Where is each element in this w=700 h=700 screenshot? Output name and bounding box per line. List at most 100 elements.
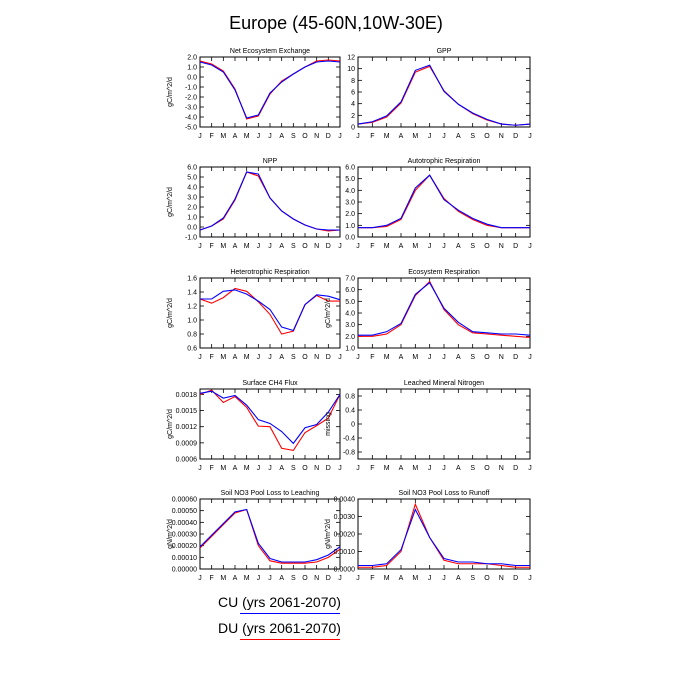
y-axis-label: gC/m^2/d xyxy=(167,187,174,217)
x-tick-label: A xyxy=(279,465,284,472)
x-tick-label: M xyxy=(244,133,250,140)
x-tick-label: J xyxy=(338,133,342,140)
legend-du: DU (yrs 2061-2070) xyxy=(218,620,341,640)
y-tick-label: 1.0 xyxy=(345,346,355,353)
panel-title: Ecosystem Respiration xyxy=(408,269,480,276)
x-tick-label: J xyxy=(257,354,261,361)
x-tick-label: J xyxy=(268,243,272,250)
legend-cu-line xyxy=(240,613,340,614)
x-tick-label: J xyxy=(442,354,446,361)
x-tick-label: A xyxy=(279,575,284,582)
x-tick-label: J xyxy=(428,243,432,250)
panel-1: Net Ecosystem Exchange gC/m^2/d 2.0 1.0 0.0 -… xyxy=(167,48,342,140)
y-tick-label: 0.00020 xyxy=(172,543,197,550)
y-tick-label: -4.0 xyxy=(185,115,197,122)
x-tick-label: S xyxy=(470,465,475,472)
x-tick-label: J xyxy=(338,575,342,582)
x-tick-label: S xyxy=(291,133,296,140)
x-tick-label: A xyxy=(399,133,404,140)
x-tick-label: J xyxy=(528,133,532,140)
panel-title: Soil NO3 Pool Loss to Runoff xyxy=(399,490,490,497)
y-axis-label: gC/m^2/d xyxy=(325,298,332,328)
y-tick-label: 0.0018 xyxy=(176,392,198,399)
series-line-cu xyxy=(199,60,341,119)
x-tick-label: M xyxy=(384,354,390,361)
x-tick-label: D xyxy=(326,575,331,582)
x-tick-label: J xyxy=(356,354,360,361)
x-tick-label: F xyxy=(370,575,374,582)
y-tick-label: 12 xyxy=(347,55,355,62)
series-line-du xyxy=(358,174,530,229)
x-tick-label: M xyxy=(220,133,226,140)
x-tick-label: S xyxy=(470,575,475,582)
y-tick-label: 0.0030 xyxy=(334,514,356,521)
y-axis-label: gC/m^2/d xyxy=(167,409,174,439)
y-tick-label: 6.0 xyxy=(345,165,355,172)
legend-cu: CU (yrs 2061-2070) xyxy=(218,594,341,614)
x-tick-label: J xyxy=(428,354,432,361)
x-tick-label: A xyxy=(456,465,461,472)
x-tick-label: N xyxy=(314,133,319,140)
legend-cu-label: CU (yrs 2061-2070) xyxy=(218,594,341,610)
x-tick-label: J xyxy=(528,575,532,582)
x-tick-label: M xyxy=(220,354,226,361)
x-tick-label: J xyxy=(356,243,360,250)
y-tick-label: 0.8 xyxy=(345,394,355,401)
y-axis-label: gC/m^2/d xyxy=(167,77,174,107)
y-tick-label: 3.0 xyxy=(345,200,355,207)
plot-frame xyxy=(357,277,531,349)
x-tick-label: M xyxy=(244,575,250,582)
series-line-du xyxy=(199,59,341,120)
x-tick-label: O xyxy=(302,133,308,140)
panel-title: GPP xyxy=(437,48,452,55)
y-tick-label: 0.0000 xyxy=(334,567,356,574)
series-line-du xyxy=(199,508,341,564)
y-tick-label: 0.00040 xyxy=(172,520,197,527)
panel-title: Heterotrophic Respiration xyxy=(230,269,309,276)
y-tick-label: 0.6 xyxy=(187,346,197,353)
y-tick-label: -1.0 xyxy=(185,235,197,242)
x-tick-label: S xyxy=(470,243,475,250)
x-tick-label: D xyxy=(513,133,518,140)
x-tick-label: O xyxy=(484,133,490,140)
panel-title: Autotrophic Respiration xyxy=(408,158,481,165)
x-tick-label: S xyxy=(470,354,475,361)
x-tick-label: J xyxy=(356,465,360,472)
x-tick-label: A xyxy=(233,354,238,361)
chart-panels: Net Ecosystem Exchange gC/m^2/d 2.0 1.0 0.0 -… xyxy=(167,48,532,582)
y-tick-label: 0.0010 xyxy=(334,549,356,556)
x-tick-label: M xyxy=(412,354,418,361)
x-tick-label: M xyxy=(384,133,390,140)
x-tick-label: D xyxy=(513,354,518,361)
y-tick-label: 1.0 xyxy=(187,215,197,222)
x-tick-label: J xyxy=(338,243,342,250)
x-tick-label: M xyxy=(412,243,418,250)
y-tick-label: 6.0 xyxy=(345,287,355,294)
x-tick-label: D xyxy=(513,465,518,472)
x-tick-label: F xyxy=(210,243,214,250)
x-tick-label: N xyxy=(499,243,504,250)
legend-du-line xyxy=(240,639,340,640)
panel-title: NPP xyxy=(263,158,278,165)
panel-title: Soil NO3 Pool Loss to Leaching xyxy=(221,490,320,497)
x-tick-label: J xyxy=(198,575,202,582)
series-line-cu xyxy=(200,289,341,332)
x-tick-label: A xyxy=(279,243,284,250)
legend-du-label: DU (yrs 2061-2070) xyxy=(218,620,341,636)
x-tick-label: S xyxy=(470,133,475,140)
series-line-cu xyxy=(358,508,530,567)
series-line-cu xyxy=(199,508,341,563)
y-tick-label: 3.0 xyxy=(345,322,355,329)
y-tick-label: -0.8 xyxy=(343,450,355,457)
x-tick-label: O xyxy=(484,243,490,250)
y-tick-label: 0.0020 xyxy=(334,532,356,539)
x-tick-label: A xyxy=(279,133,284,140)
x-tick-label: F xyxy=(370,465,374,472)
panel-title: Surface CH4 Flux xyxy=(242,380,298,387)
series-line-cu xyxy=(199,171,340,231)
y-tick-label: 0.0 xyxy=(187,225,197,232)
x-tick-label: A xyxy=(279,354,284,361)
x-tick-label: F xyxy=(210,465,214,472)
